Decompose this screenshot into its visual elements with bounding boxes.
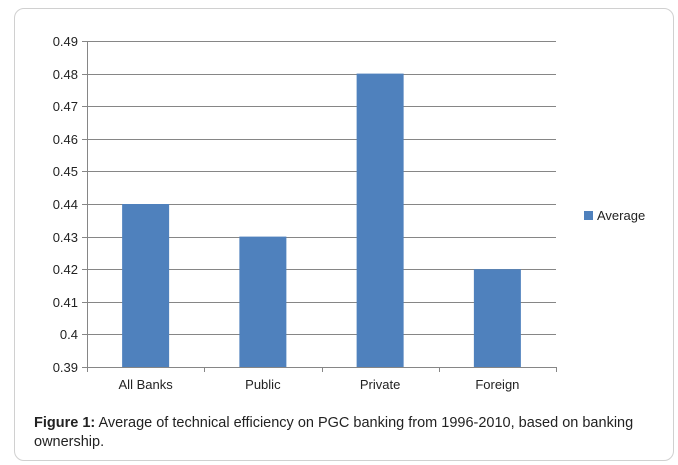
y-tick-label: 0.46 (53, 132, 78, 147)
bar-foreign (473, 269, 521, 367)
y-tick-label: 0.49 (53, 34, 78, 49)
x-tick-label: Public (245, 377, 281, 392)
bar-private (356, 73, 404, 367)
caption-label: Figure 1: (34, 415, 96, 431)
x-tick-label: Private (360, 377, 400, 392)
y-tick-label: 0.39 (53, 360, 78, 375)
legend: Average (584, 208, 645, 223)
y-tick-label: 0.45 (53, 164, 78, 179)
y-tick-label: 0.41 (53, 295, 78, 310)
y-tick-label: 0.47 (53, 99, 78, 114)
y-tick-label: 0.48 (53, 67, 78, 82)
y-axis-ticks: 0.39 0.4 0.41 0.42 0.43 0.44 0.45 0.46 0.47 0.48 0… (53, 34, 87, 375)
y-tick-label: 0.44 (53, 197, 78, 212)
bar-public (239, 236, 287, 367)
figure-caption: Figure 1: Average of technical efficienc… (34, 414, 664, 452)
x-tick-label: Foreign (475, 377, 519, 392)
legend-swatch-average (584, 211, 593, 220)
y-tick-label: 0.42 (53, 262, 78, 277)
x-axis-ticks: All Banks Public Private Foreign (87, 367, 557, 392)
bar-chart: 0.39 0.4 0.41 0.42 0.43 0.44 0.45 0.46 0.47 0.48 0… (53, 34, 646, 392)
x-tick-label: All Banks (119, 377, 174, 392)
bar-all-banks (122, 204, 170, 367)
y-tick-label: 0.4 (60, 327, 78, 342)
bars (122, 73, 521, 367)
caption-text: Average of technical efficiency on PGC b… (34, 415, 634, 450)
y-tick-label: 0.43 (53, 230, 78, 245)
legend-label-average: Average (597, 208, 645, 223)
